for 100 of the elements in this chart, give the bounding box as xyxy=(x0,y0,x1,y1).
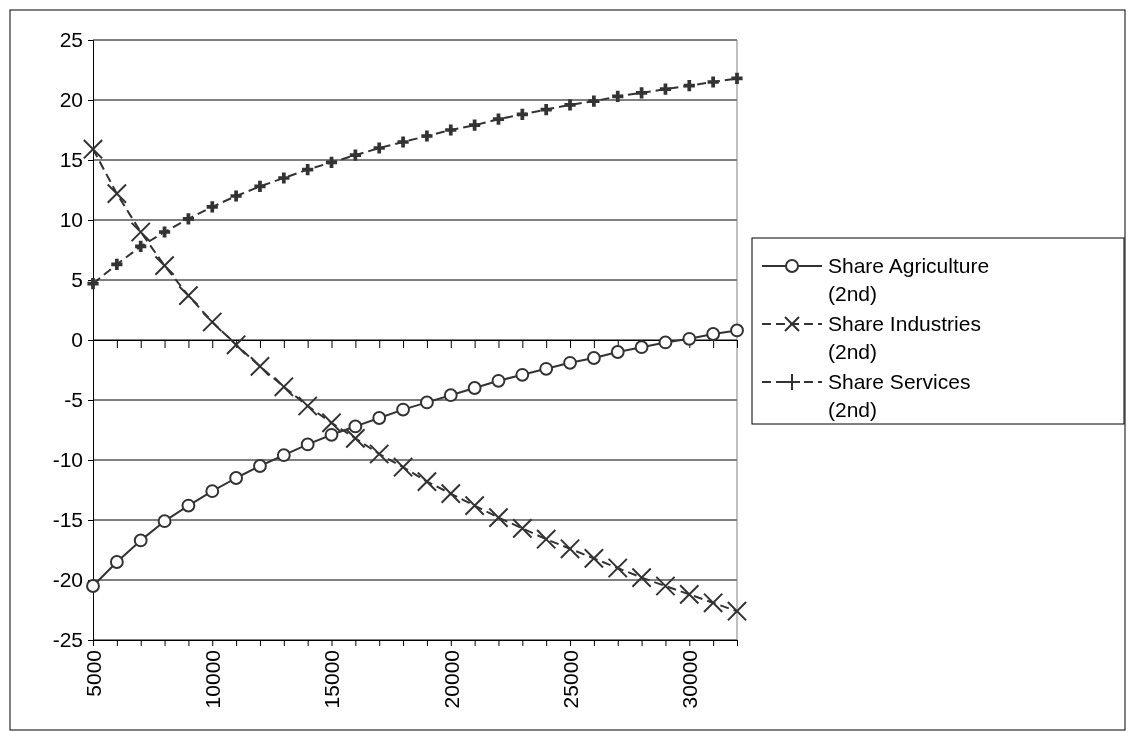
point xyxy=(178,285,199,306)
point xyxy=(321,412,342,433)
point xyxy=(539,361,554,376)
point xyxy=(491,373,506,388)
point xyxy=(82,139,104,160)
point xyxy=(225,334,247,355)
point xyxy=(349,149,361,161)
point xyxy=(492,113,505,125)
point xyxy=(181,498,196,513)
point xyxy=(111,258,123,271)
point xyxy=(703,592,724,613)
point xyxy=(205,484,220,499)
point xyxy=(516,108,528,121)
y-tick-label: -5 xyxy=(64,388,83,412)
point xyxy=(273,376,294,397)
point xyxy=(559,538,581,559)
point xyxy=(229,471,244,485)
point xyxy=(440,483,461,504)
point xyxy=(658,335,673,350)
point xyxy=(706,327,721,341)
point xyxy=(631,567,652,588)
legend-label: Share Services (2nd) xyxy=(828,370,971,421)
point xyxy=(396,402,410,417)
point xyxy=(300,437,315,452)
point xyxy=(445,124,457,136)
point xyxy=(443,388,458,403)
legend-label: Share Agriculture (2nd) xyxy=(828,254,990,305)
point xyxy=(302,163,314,176)
legend-label: Share Industries (2nd) xyxy=(828,312,981,363)
point xyxy=(416,471,438,492)
y-tick-label: -20 xyxy=(52,568,83,592)
point xyxy=(324,427,339,442)
point xyxy=(540,103,552,116)
point xyxy=(278,172,290,184)
point xyxy=(297,395,318,417)
point xyxy=(135,240,147,253)
point xyxy=(655,575,676,597)
point xyxy=(731,72,743,85)
point xyxy=(682,331,697,346)
point xyxy=(635,87,648,99)
y-tick-label: -25 xyxy=(52,628,83,652)
point xyxy=(373,142,385,154)
point xyxy=(583,548,605,569)
point xyxy=(254,180,266,193)
point xyxy=(469,119,481,131)
point xyxy=(536,529,557,550)
point xyxy=(707,76,719,88)
point xyxy=(634,340,649,355)
point xyxy=(488,507,509,528)
point xyxy=(397,136,409,148)
x-tick-label: 20000 xyxy=(439,650,463,709)
point xyxy=(157,514,172,529)
y-tick-label: 10 xyxy=(59,208,83,232)
point xyxy=(515,367,530,382)
point xyxy=(249,356,271,377)
point xyxy=(586,351,601,365)
point xyxy=(372,411,387,425)
point xyxy=(86,579,100,593)
point xyxy=(392,457,414,478)
point xyxy=(564,99,576,111)
point xyxy=(182,213,195,225)
point xyxy=(230,190,242,202)
y-tick-label: 5 xyxy=(71,268,83,292)
point xyxy=(87,277,99,290)
point xyxy=(369,443,390,465)
point xyxy=(607,557,628,579)
point xyxy=(106,183,127,204)
point xyxy=(420,395,434,410)
y-tick-label: -15 xyxy=(52,508,83,532)
point xyxy=(679,584,700,605)
y-tick-label: 20 xyxy=(59,88,83,112)
point xyxy=(512,518,533,539)
y-tick-label: 0 xyxy=(71,328,83,352)
point xyxy=(726,601,748,622)
point xyxy=(253,459,267,473)
point xyxy=(130,221,151,243)
point xyxy=(683,79,695,92)
point xyxy=(464,495,485,516)
x-tick-label: 15000 xyxy=(320,650,344,709)
x-tick-label: 30000 xyxy=(678,650,702,709)
x-tick-label: 10000 xyxy=(201,650,225,709)
x-tick-label: 5000 xyxy=(81,650,105,697)
point xyxy=(206,201,218,213)
point xyxy=(563,355,577,370)
y-tick-label: 15 xyxy=(59,148,83,172)
point xyxy=(730,323,744,338)
point xyxy=(348,419,363,434)
point xyxy=(612,90,624,103)
point xyxy=(345,428,366,449)
point xyxy=(588,95,600,107)
point xyxy=(276,448,291,463)
point xyxy=(467,381,482,395)
point xyxy=(202,311,223,333)
point xyxy=(133,533,148,548)
point xyxy=(158,226,171,238)
x-tick-label: 25000 xyxy=(558,650,582,709)
point xyxy=(109,555,124,569)
point xyxy=(659,83,672,95)
point xyxy=(421,130,433,142)
y-tick-label: -10 xyxy=(52,448,83,472)
